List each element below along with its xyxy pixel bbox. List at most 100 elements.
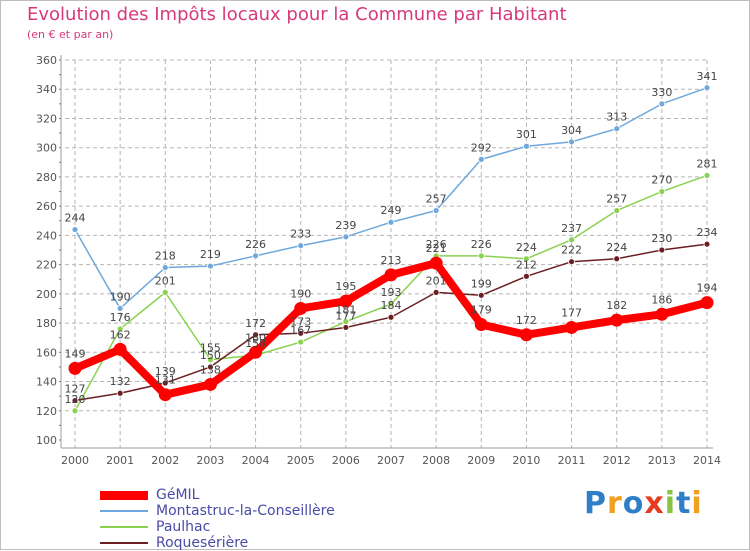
data-label-montastruc-la-conseillere: 301: [516, 128, 537, 141]
data-point-gemil: [474, 318, 488, 332]
data-label-gemil: 131: [155, 374, 176, 387]
data-label-montastruc-la-conseillere: 341: [697, 70, 718, 83]
data-point-paulhac: [703, 172, 711, 179]
y-tick-label: 200: [36, 288, 57, 301]
legend-swatch: [100, 510, 148, 512]
data-label-montastruc-la-conseillere: 249: [381, 204, 402, 217]
axis-layer: 100 120 140 160 180 200 220 240 260 280 300 320 340 3…: [36, 54, 721, 467]
x-tick-label: 2006: [332, 454, 360, 467]
data-label-roqueseriere: 212: [516, 258, 537, 271]
data-label-montastruc-la-conseillere: 257: [426, 193, 447, 206]
data-point-gemil: [519, 328, 533, 342]
data-point-montastruc-la-conseillere: [297, 242, 305, 250]
data-point-montastruc-la-conseillere: [207, 262, 214, 270]
data-label-montastruc-la-conseillere: 218: [155, 250, 176, 263]
data-point-roqueseriere: [703, 240, 711, 248]
data-label-paulhac: 167: [290, 324, 311, 337]
chart-legend: GéMIL Montastruc-la-Conseillère Paulhac Roq…: [100, 487, 335, 551]
logo-letter: o: [622, 486, 645, 521]
y-tick-label: 180: [36, 317, 57, 330]
data-label-roqueseriere: 172: [245, 317, 266, 330]
data-point-paulhac: [161, 288, 169, 296]
data-point-montastruc-la-conseillere: [658, 100, 666, 108]
legend-label: Paulhac: [156, 519, 211, 535]
legend-swatch: [100, 490, 148, 500]
data-label-paulhac: 226: [426, 238, 447, 251]
data-label-paulhac: 257: [606, 193, 627, 206]
data-label-gemil: 195: [335, 280, 356, 293]
data-label-paulhac: 181: [335, 304, 356, 317]
data-point-gemil: [610, 313, 624, 327]
data-label-roqueseriere: 132: [110, 375, 131, 388]
data-label-gemil: 162: [110, 328, 131, 341]
data-label-gemil: 194: [697, 282, 718, 295]
data-label-paulhac: 224: [516, 241, 537, 254]
x-tick-label: 2010: [512, 454, 540, 467]
data-point-gemil: [700, 296, 714, 310]
data-point-gemil: [203, 377, 217, 391]
data-label-layer: 149 162 131 138 160 190 195 213 221 179 172 177 182 1…: [65, 70, 718, 406]
data-label-roqueseriere: 177: [335, 309, 356, 322]
data-point-paulhac: [71, 407, 79, 415]
data-point-roqueseriere: [342, 324, 350, 331]
data-label-paulhac: 176: [110, 311, 131, 324]
data-point-paulhac: [116, 325, 124, 333]
data-label-gemil: 160: [245, 331, 266, 344]
data-point-gemil: [68, 361, 82, 375]
logo-letter: P: [584, 486, 607, 521]
data-point-paulhac: [523, 255, 530, 263]
data-label-montastruc-la-conseillere: 304: [561, 124, 582, 137]
data-label-gemil: 221: [426, 242, 447, 255]
chart-title: Evolution des Impôts locaux pour la Comm…: [27, 4, 567, 25]
data-label-gemil: 182: [606, 299, 627, 312]
y-tick-label: 160: [36, 346, 57, 359]
y-tick-label: 120: [36, 405, 57, 418]
data-point-roqueseriere: [161, 379, 169, 387]
x-tick-label: 2009: [467, 454, 495, 467]
data-point-montastruc-la-conseillere: [71, 226, 79, 233]
data-point-montastruc-la-conseillere: [342, 233, 350, 241]
data-point-roqueseriere: [71, 397, 79, 404]
legend-label: Roquesérière: [156, 535, 249, 551]
data-label-gemil: 179: [471, 304, 492, 317]
y-tick-label: 360: [36, 54, 57, 67]
data-point-gemil: [565, 320, 579, 334]
y-tick-label: 240: [36, 229, 57, 242]
data-point-roqueseriere: [252, 331, 259, 339]
logo-letter: i: [691, 486, 703, 521]
data-label-paulhac: 237: [561, 222, 582, 235]
data-label-paulhac: 158: [245, 337, 266, 350]
data-label-gemil: 138: [200, 363, 221, 376]
data-point-paulhac: [297, 338, 305, 346]
logo-letter: r: [607, 486, 623, 521]
data-point-roqueseriere: [658, 246, 666, 254]
logo-letter: t: [676, 486, 692, 521]
data-label-gemil: 186: [651, 293, 672, 306]
data-label-paulhac: 226: [471, 238, 492, 251]
x-tick-label: 2000: [61, 454, 89, 467]
data-label-montastruc-la-conseillere: 239: [335, 219, 356, 232]
grid-layer: [65, 59, 708, 448]
data-label-roqueseriere: 201: [426, 274, 447, 287]
data-point-gemil: [429, 256, 443, 270]
y-tick-label: 260: [36, 200, 57, 213]
data-point-roqueseriere: [613, 255, 621, 263]
data-point-gemil: [294, 301, 308, 315]
data-label-montastruc-la-conseillere: 330: [651, 86, 672, 99]
data-point-roqueseriere: [568, 258, 575, 266]
data-label-gemil: 177: [561, 306, 582, 319]
data-point-montastruc-la-conseillere: [252, 252, 259, 260]
data-point-roqueseriere: [523, 272, 530, 280]
data-label-paulhac: 120: [65, 393, 86, 406]
y-tick-label: 220: [36, 259, 57, 272]
proxiti-logo: Proxiti: [584, 486, 703, 521]
legend-item: Roquesérière: [100, 535, 335, 551]
data-point-montastruc-la-conseillere: [161, 264, 169, 271]
x-tick-label: 2003: [196, 454, 224, 467]
x-tick-label: 2008: [422, 454, 450, 467]
data-label-montastruc-la-conseillere: 313: [606, 111, 627, 124]
x-tick-label: 2012: [603, 454, 631, 467]
series-layer: [68, 84, 714, 415]
data-point-montastruc-la-conseillere: [613, 125, 621, 133]
data-label-montastruc-la-conseillere: 190: [110, 290, 131, 303]
